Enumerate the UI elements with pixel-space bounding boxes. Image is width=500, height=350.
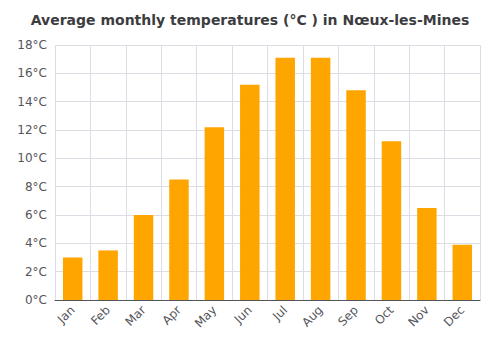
svg-text:8°C: 8°C	[25, 180, 47, 194]
svg-text:Sep: Sep	[335, 303, 361, 329]
svg-text:6°C: 6°C	[25, 208, 47, 222]
svg-text:Oct: Oct	[372, 303, 397, 328]
svg-text:Feb: Feb	[88, 303, 113, 328]
svg-text:18°C: 18°C	[17, 38, 47, 52]
svg-text:0°C: 0°C	[25, 293, 47, 307]
svg-text:4°C: 4°C	[25, 236, 47, 250]
svg-text:Nov: Nov	[405, 303, 431, 329]
svg-text:Dec: Dec	[441, 303, 467, 329]
svg-text:Jan: Jan	[54, 303, 78, 327]
svg-text:Aug: Aug	[299, 303, 325, 329]
svg-text:May: May	[192, 303, 219, 330]
svg-text:Average monthly temperatures (: Average monthly temperatures (°C ) in Nœ…	[31, 12, 470, 28]
svg-text:10°C: 10°C	[17, 151, 47, 165]
svg-text:12°C: 12°C	[17, 123, 47, 137]
svg-text:Mar: Mar	[123, 303, 149, 329]
svg-text:16°C: 16°C	[17, 66, 47, 80]
svg-text:Apr: Apr	[159, 303, 184, 328]
svg-text:Jun: Jun	[231, 303, 255, 327]
svg-text:14°C: 14°C	[17, 95, 47, 109]
svg-text:Jul: Jul	[269, 303, 290, 324]
svg-text:2°C: 2°C	[25, 265, 47, 279]
